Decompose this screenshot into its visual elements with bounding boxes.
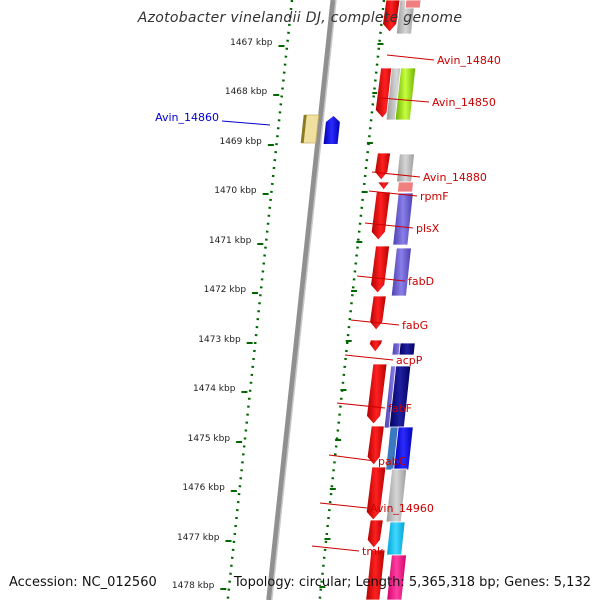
gene-label-avin-14850: Avin_14850 xyxy=(432,96,496,109)
accession-text: Accession: NC_012560 xyxy=(9,575,157,590)
leader-avin-14960 xyxy=(319,502,368,509)
cds-feature-5 xyxy=(396,181,414,193)
leader-tmk xyxy=(311,545,360,552)
gene-label-acpp: acpP xyxy=(396,354,423,367)
cds-forward-7 xyxy=(368,339,384,353)
backbone-line-inner xyxy=(270,0,337,600)
genome-backbone xyxy=(266,0,337,600)
leader-avin-14840 xyxy=(386,54,435,61)
cds-forward-11 xyxy=(366,519,384,549)
gene-labels: Avin_14860 Avin_14840 Avin_14850 Avin_14880… xyxy=(155,54,501,558)
leader-fabg xyxy=(350,319,400,326)
cds-forward-6 xyxy=(369,295,387,331)
tick-label-8: 1475 kbp xyxy=(188,434,231,444)
gene-label-pabc: pabC xyxy=(378,455,407,468)
cds-forward-0 xyxy=(382,0,401,33)
scale-tick-labels: 1467 kbp 1468 kbp 1469 kbp 1470 kbp 1471 kbp… xyxy=(172,38,273,591)
leader-fabf xyxy=(336,402,386,409)
cds-blue-reverse xyxy=(323,116,340,144)
cds-feature-1 xyxy=(404,0,422,9)
cds-forward-9 xyxy=(366,425,385,466)
gene-label-fabg: fabG xyxy=(402,319,428,332)
gene-label-avin-14960: Avin_14960 xyxy=(370,502,434,515)
cds-feature-6 xyxy=(392,192,414,246)
leader-fabd xyxy=(356,275,406,282)
cds-feature-16 xyxy=(386,554,407,600)
leader-avin-14850 xyxy=(380,97,430,103)
leader-plsx xyxy=(364,222,414,229)
cds-feature-4 xyxy=(396,153,415,183)
cds-avin-14860-edge xyxy=(300,115,307,143)
gene-label-avin-14840: Avin_14840 xyxy=(437,54,501,67)
tick-label-7: 1474 kbp xyxy=(193,384,236,394)
tick-label-0: 1467 kbp xyxy=(230,38,273,48)
cds-feature-15 xyxy=(386,521,406,556)
cds-feature-9 xyxy=(398,342,416,356)
cds-feature-3 xyxy=(394,67,417,121)
tick-label-10: 1477 kbp xyxy=(177,533,220,543)
tick-label-1: 1468 kbp xyxy=(225,87,268,97)
leader-avin-14860 xyxy=(221,120,271,126)
cds-forward-4 xyxy=(370,191,391,241)
cds-forward-5 xyxy=(370,245,391,294)
cds-feature-0 xyxy=(395,0,416,35)
cds-forward-2 xyxy=(374,152,392,181)
leader-avin-14880 xyxy=(371,171,421,178)
tick-label-6: 1473 kbp xyxy=(198,335,241,345)
gene-label-tmk: tmk xyxy=(362,545,384,558)
map-title: Azotobacter vinelandii DJ, complete geno… xyxy=(137,10,463,26)
scale-ticks xyxy=(220,43,384,590)
gene-label-plsx: plsX xyxy=(416,222,440,235)
cds-forward-8 xyxy=(366,363,388,425)
gene-label-fabd: fabD xyxy=(408,275,434,288)
cds-feature-7 xyxy=(390,247,412,297)
cds-forward-12 xyxy=(365,549,386,600)
gene-features xyxy=(300,0,422,600)
tick-label-9: 1476 kbp xyxy=(182,483,225,493)
tick-label-5: 1472 kbp xyxy=(204,285,247,295)
leader-pabc xyxy=(328,454,376,462)
gene-label-avin-14860: Avin_14860 xyxy=(155,111,219,124)
gene-label-leaders xyxy=(221,54,435,552)
leader-rpmf xyxy=(368,190,418,197)
tick-label-3: 1470 kbp xyxy=(214,186,257,196)
gene-label-fabf: fabF xyxy=(388,402,412,415)
tick-label-4: 1471 kbp xyxy=(209,236,252,246)
cds-forward-10 xyxy=(365,466,387,521)
backbone-line-outer xyxy=(266,0,336,600)
topology-text: Topology: circular; Length: 5,365,318 bp… xyxy=(233,575,591,590)
cds-feature-13 xyxy=(393,426,414,471)
tick-label-11: 1478 kbp xyxy=(172,581,215,591)
cds-forward-3 xyxy=(376,181,391,191)
leader-acpp xyxy=(344,354,394,361)
gene-label-avin-14880: Avin_14880 xyxy=(423,171,487,184)
gene-label-rpmf: rpmF xyxy=(420,190,449,203)
tick-label-2: 1469 kbp xyxy=(219,137,262,147)
